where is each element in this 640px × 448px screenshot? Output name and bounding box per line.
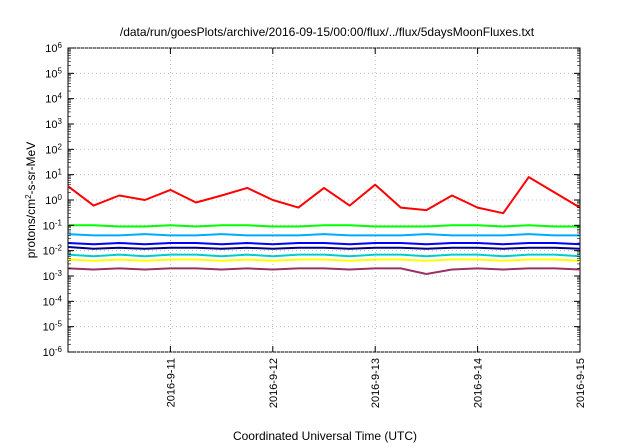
y-label-rest: -s-sr-MeV (24, 142, 38, 195)
series-line (68, 224, 580, 228)
y-tick-label: 100 (45, 193, 62, 208)
y-tick-label: 105 (45, 66, 62, 81)
chart-title: /data/run/goesPlots/archive/2016-09-15/0… (120, 25, 535, 39)
x-tick-label: 2016-9-15 (575, 358, 587, 408)
series-line (67, 258, 581, 262)
x-tick-label: 2016-9-12 (268, 358, 280, 408)
x-tick-label: 2016-9-13 (370, 358, 382, 408)
x-tick-label: 2016-9-14 (473, 358, 485, 408)
series-line (67, 267, 581, 275)
series-layer (67, 176, 581, 275)
y-tick-label: 106 (45, 41, 62, 56)
series-line (67, 253, 581, 258)
series-line (67, 176, 581, 215)
y-label-base: protons/cm (24, 199, 38, 258)
y-tick-label: 10-2 (43, 243, 63, 258)
y-tick-label: 104 (45, 91, 62, 106)
y-label-sup: 2 (24, 194, 33, 199)
series-line (67, 233, 580, 237)
y-tick-label: 10-5 (43, 319, 63, 334)
y-axis-ticks: 106 105 104 103 102 101 100 10-1 10-2 10-3 10-4 10-… (43, 41, 580, 360)
y-tick-label: 10-4 (43, 294, 63, 309)
y-tick-label: 102 (45, 142, 62, 157)
x-tick-label: 2016-9-11 (165, 358, 177, 407)
y-tick-label: 10-1 (43, 218, 63, 233)
y-tick-label: 101 (45, 167, 62, 182)
plot-area (67, 47, 581, 353)
series-line (67, 242, 581, 246)
x-axis-ticks: 2016-9-11 2016-9-12 2016-9-13 2016-9-14 2016… (165, 48, 587, 408)
y-tick-label: 10-6 (43, 345, 63, 360)
y-axis-label: protons/cm2-s-sr-MeV (24, 142, 39, 258)
y-tick-label: 103 (45, 117, 62, 132)
y-tick-label: 10-3 (43, 269, 63, 284)
x-axis-label: Coordinated Universal Time (UTC) (233, 429, 417, 443)
series-line (67, 246, 581, 250)
